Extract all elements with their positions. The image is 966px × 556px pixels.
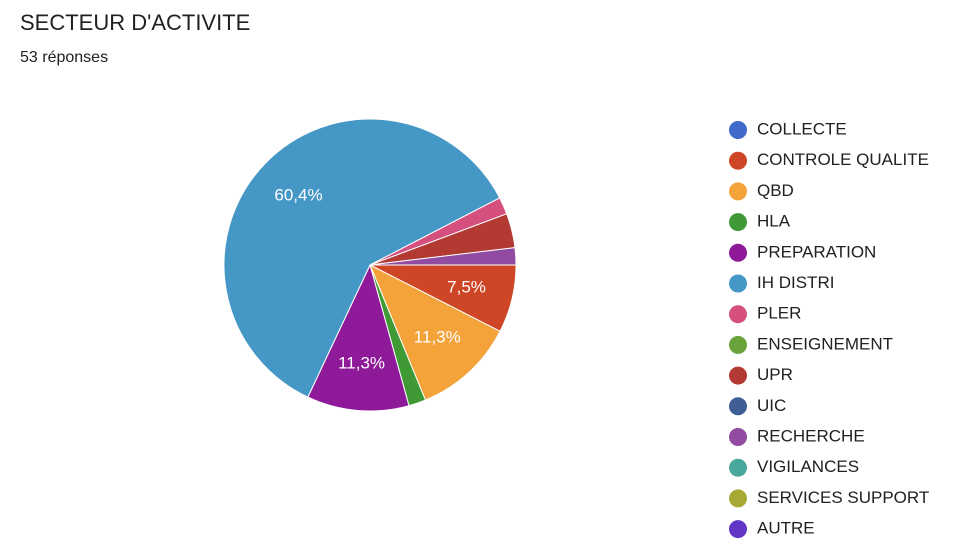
chart-title: SECTEUR D'ACTIVITE	[20, 10, 250, 35]
legend-label: IH DISTRI	[757, 273, 834, 292]
legend-label: PREPARATION	[757, 242, 876, 261]
legend-swatch	[729, 213, 747, 232]
legend-swatch	[729, 274, 747, 293]
pie-slice	[369, 247, 517, 266]
slice-label: 11,3%	[414, 327, 461, 346]
pie-slice	[369, 263, 501, 401]
slice-label: 11,3%	[338, 353, 385, 372]
legend-label: COLLECTE	[757, 119, 847, 138]
legend-swatch	[729, 151, 747, 170]
legend-swatch	[729, 489, 747, 508]
legend-swatch	[729, 520, 747, 539]
legend-label: AUTRE	[757, 519, 815, 538]
chart-subtitle: 53 réponses	[20, 49, 108, 66]
legend-swatch	[729, 243, 747, 262]
legend-label: ENSEIGNEMENT	[757, 334, 893, 353]
legend-swatch	[729, 335, 747, 354]
legend-swatch	[729, 305, 747, 324]
slice-label: 60,4%	[274, 186, 322, 205]
slice-label: 7,5%	[447, 278, 486, 297]
pie-slice	[307, 263, 410, 412]
legend-label: UIC	[757, 396, 786, 415]
legend-label: HLA	[757, 212, 791, 231]
legend-swatch	[729, 458, 747, 477]
legend-label: UPR	[757, 365, 793, 384]
legend-swatch	[729, 397, 747, 416]
legend-label: QBD	[757, 181, 794, 200]
legend-swatch	[729, 428, 747, 446]
legend-swatch	[729, 182, 747, 201]
legend-label: SERVICES SUPPORT	[757, 488, 929, 507]
legend-label: CONTROLE QUALITE	[757, 150, 929, 169]
legend-label: VIGILANCES	[757, 457, 859, 476]
legend-swatch	[729, 121, 747, 139]
pie-slice	[223, 118, 501, 398]
legend-label: PLER	[757, 304, 801, 323]
legend-label: RECHERCHE	[757, 426, 865, 445]
legend-swatch	[729, 366, 747, 385]
